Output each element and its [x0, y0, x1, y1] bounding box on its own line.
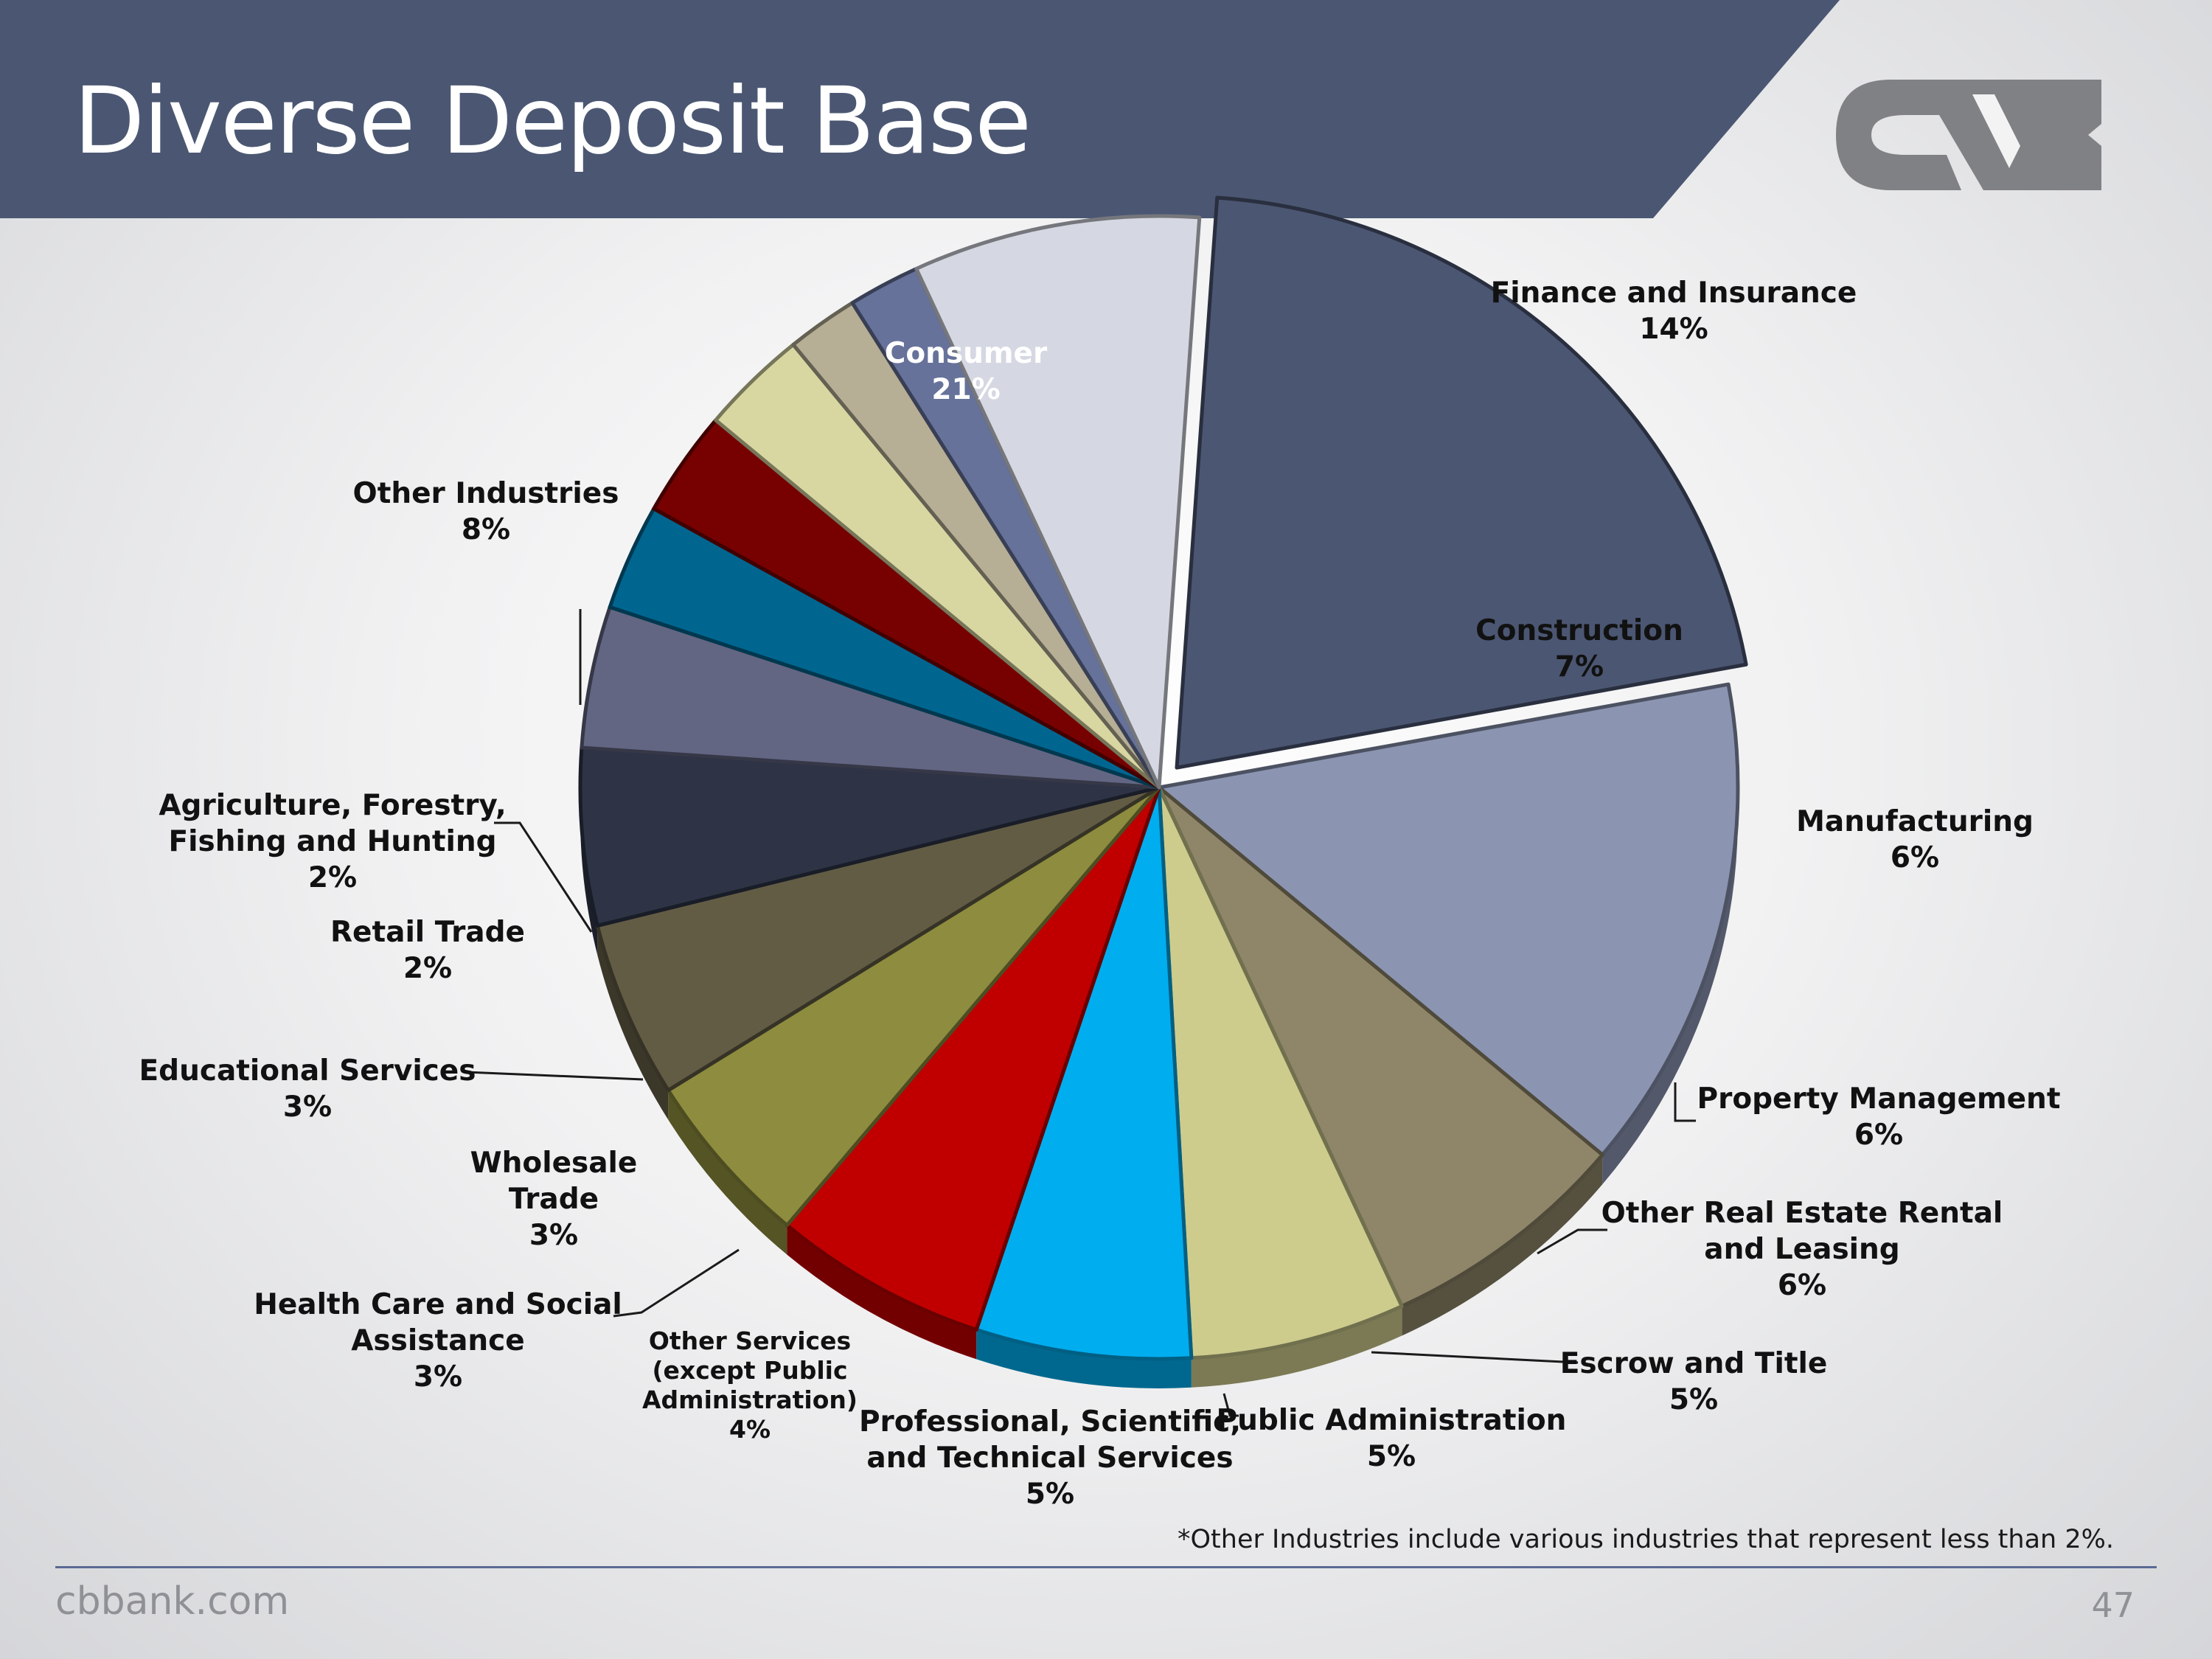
pie-slice-4	[974, 785, 1194, 1361]
leader-line-6	[1371, 1351, 1579, 1364]
slice-label-4: Property Management 6%	[1697, 1082, 2061, 1152]
leader-line-12	[465, 1071, 644, 1081]
slice-wall-5	[787, 1225, 977, 1360]
slice-label-2: Construction 7%	[1475, 614, 1683, 684]
page-title: Diverse Deposit Base	[74, 68, 1032, 175]
slice-wall-7	[597, 925, 669, 1120]
slice-label-11: Wholesale Trade 3%	[470, 1147, 638, 1252]
footer-divider	[55, 1566, 2157, 1568]
slice-label-0: Consumer 21%	[885, 337, 1048, 406]
pie-slice-1	[1157, 682, 1740, 1157]
cvb-logo-icon	[1836, 80, 2101, 190]
footnote: *Other Industries include various indust…	[1178, 1525, 2114, 1554]
pie-slice-7	[595, 785, 1161, 1093]
pie-slice-0	[1175, 195, 1748, 770]
pie-slice-6	[666, 785, 1161, 1228]
pie-slice-9	[580, 605, 1161, 790]
slice-label-9: Other Services (except Public Administrati…	[642, 1326, 858, 1444]
pie-slice-3	[1157, 785, 1404, 1360]
slice-label-13: Retail Trade 2%	[330, 916, 525, 985]
leader-line-10	[613, 1248, 740, 1318]
leader-line-7	[1222, 1393, 1239, 1417]
slice-wall-2	[1402, 1155, 1603, 1336]
slice-label-5: Other Real Estate Rental and Leasing 6%	[1601, 1197, 2003, 1302]
slice-label-3: Manufacturing 6%	[1796, 805, 2034, 874]
slice-label-15: Other Industries 8%	[353, 477, 619, 546]
leader-line-5	[1537, 1228, 1607, 1255]
pie-slice-8	[578, 745, 1161, 928]
slice-label-10: Health Care and Social Assistance 3%	[254, 1288, 622, 1394]
page-number: 47	[2091, 1585, 2135, 1625]
pie-slice-2	[1157, 785, 1604, 1309]
pie-slice-5	[785, 785, 1161, 1332]
slice-label-6: Escrow and Title 5%	[1560, 1347, 1828, 1416]
slice-label-12: Educational Services 3%	[139, 1054, 476, 1124]
leader-line-14	[494, 821, 593, 933]
footer-url: cbbank.com	[55, 1579, 290, 1624]
slice-label-8: Professional, Scientific, and Technical S…	[859, 1405, 1241, 1511]
slice-wall-3	[1191, 1306, 1402, 1388]
slice-wall-1	[1602, 787, 1738, 1185]
slice-label-1: Finance and Insurance 14%	[1491, 276, 1857, 346]
slice-label-7: Public Administration 5%	[1217, 1404, 1567, 1473]
header-band	[0, 0, 1840, 218]
slice-wall-6	[668, 1090, 787, 1255]
pie-slice-15	[914, 214, 1202, 790]
slice-wall-4	[976, 1329, 1192, 1388]
leader-line-4	[1674, 1082, 1696, 1122]
slice-label-14: Agriculture, Forestry, Fishing and Huntin…	[159, 789, 506, 894]
